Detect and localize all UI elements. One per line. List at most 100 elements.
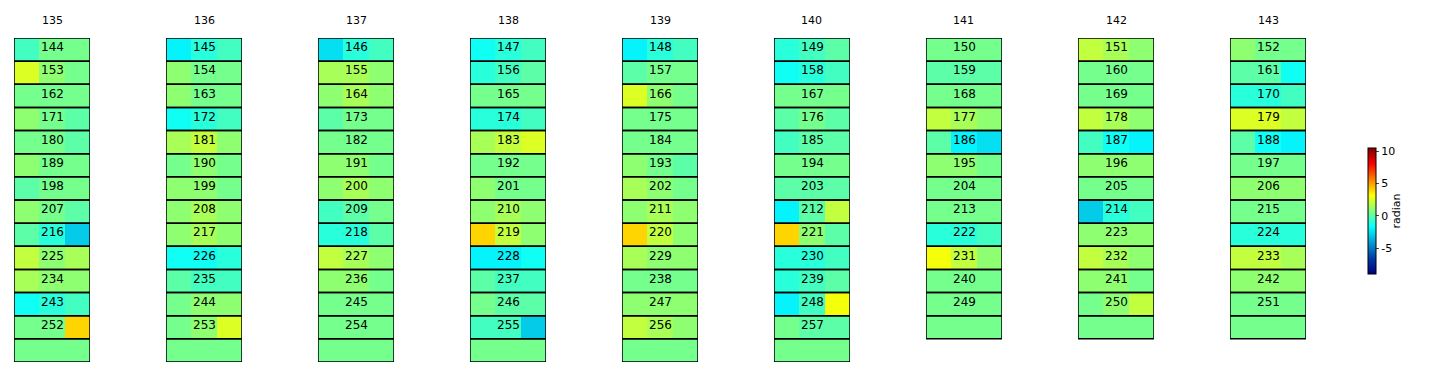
- svg-text:249: 249: [953, 295, 976, 309]
- svg-text:250: 250: [1105, 295, 1128, 309]
- svg-text:255: 255: [497, 318, 520, 332]
- svg-text:196: 196: [1105, 156, 1128, 170]
- svg-text:166: 166: [649, 87, 672, 101]
- svg-text:139: 139: [650, 14, 671, 27]
- svg-text:167: 167: [801, 87, 824, 101]
- svg-text:187: 187: [1105, 133, 1128, 147]
- svg-text:176: 176: [801, 110, 824, 124]
- svg-text:227: 227: [345, 249, 368, 263]
- svg-text:235: 235: [193, 272, 216, 286]
- svg-text:143: 143: [1258, 14, 1279, 27]
- svg-text:180: 180: [41, 133, 64, 147]
- svg-text:191: 191: [345, 156, 368, 170]
- svg-text:152: 152: [1257, 40, 1280, 54]
- svg-text:184: 184: [649, 133, 672, 147]
- svg-text:138: 138: [498, 14, 519, 27]
- svg-text:182: 182: [345, 133, 368, 147]
- svg-text:183: 183: [497, 133, 520, 147]
- svg-text:248: 248: [801, 295, 824, 309]
- svg-text:208: 208: [193, 202, 216, 216]
- svg-text:144: 144: [41, 40, 64, 54]
- svg-text:243: 243: [41, 295, 64, 309]
- svg-text:149: 149: [801, 40, 824, 54]
- svg-text:219: 219: [497, 225, 520, 239]
- svg-text:213: 213: [953, 202, 976, 216]
- svg-text:174: 174: [497, 110, 520, 124]
- svg-text:190: 190: [193, 156, 216, 170]
- svg-text:-5: -5: [1381, 242, 1392, 255]
- svg-text:245: 245: [345, 295, 368, 309]
- svg-text:238: 238: [649, 272, 672, 286]
- svg-text:232: 232: [1105, 249, 1128, 263]
- svg-text:171: 171: [41, 110, 64, 124]
- svg-text:151: 151: [1105, 40, 1128, 54]
- svg-text:158: 158: [801, 63, 824, 77]
- svg-text:168: 168: [953, 87, 976, 101]
- svg-text:220: 220: [649, 225, 672, 239]
- svg-text:173: 173: [345, 110, 368, 124]
- svg-text:141: 141: [953, 14, 974, 27]
- svg-text:256: 256: [649, 318, 672, 332]
- svg-text:189: 189: [41, 156, 64, 170]
- svg-text:135: 135: [42, 14, 63, 27]
- svg-text:253: 253: [193, 318, 216, 332]
- svg-text:136: 136: [194, 14, 215, 27]
- svg-text:230: 230: [801, 249, 824, 263]
- svg-text:205: 205: [1105, 179, 1128, 193]
- svg-text:198: 198: [41, 179, 64, 193]
- svg-text:241: 241: [1105, 272, 1128, 286]
- svg-text:148: 148: [649, 40, 672, 54]
- svg-text:251: 251: [1257, 295, 1280, 309]
- svg-text:203: 203: [801, 179, 824, 193]
- svg-text:210: 210: [497, 202, 520, 216]
- svg-text:145: 145: [193, 40, 216, 54]
- svg-text:204: 204: [953, 179, 976, 193]
- svg-text:199: 199: [193, 179, 216, 193]
- svg-text:246: 246: [497, 295, 520, 309]
- svg-text:229: 229: [649, 249, 672, 263]
- svg-text:10: 10: [1381, 145, 1395, 158]
- svg-text:234: 234: [41, 272, 64, 286]
- svg-text:170: 170: [1257, 87, 1280, 101]
- svg-text:160: 160: [1105, 63, 1128, 77]
- svg-text:223: 223: [1105, 225, 1128, 239]
- svg-text:162: 162: [41, 87, 64, 101]
- svg-text:244: 244: [193, 295, 216, 309]
- svg-text:172: 172: [193, 110, 216, 124]
- svg-text:212: 212: [801, 202, 824, 216]
- svg-text:185: 185: [801, 133, 824, 147]
- svg-text:179: 179: [1257, 110, 1280, 124]
- svg-text:197: 197: [1257, 156, 1280, 170]
- svg-text:201: 201: [497, 179, 520, 193]
- svg-text:239: 239: [801, 272, 824, 286]
- svg-text:140: 140: [801, 14, 822, 27]
- svg-text:150: 150: [953, 40, 976, 54]
- svg-text:146: 146: [345, 40, 368, 54]
- svg-text:147: 147: [497, 40, 520, 54]
- svg-text:214: 214: [1105, 202, 1128, 216]
- svg-text:240: 240: [953, 272, 976, 286]
- svg-text:175: 175: [649, 110, 672, 124]
- svg-text:193: 193: [649, 156, 672, 170]
- svg-text:221: 221: [801, 225, 824, 239]
- svg-text:242: 242: [1257, 272, 1280, 286]
- svg-text:222: 222: [953, 225, 976, 239]
- svg-text:178: 178: [1105, 110, 1128, 124]
- svg-text:211: 211: [649, 202, 672, 216]
- svg-text:254: 254: [345, 318, 368, 332]
- svg-text:247: 247: [649, 295, 672, 309]
- svg-text:161: 161: [1257, 63, 1280, 77]
- svg-text:153: 153: [41, 63, 64, 77]
- svg-text:155: 155: [345, 63, 368, 77]
- svg-text:156: 156: [497, 63, 520, 77]
- svg-text:159: 159: [953, 63, 976, 77]
- svg-text:165: 165: [497, 87, 520, 101]
- svg-text:154: 154: [193, 63, 216, 77]
- svg-text:192: 192: [497, 156, 520, 170]
- svg-text:181: 181: [193, 133, 216, 147]
- svg-text:188: 188: [1257, 133, 1280, 147]
- svg-text:0: 0: [1381, 210, 1388, 223]
- svg-text:169: 169: [1105, 87, 1128, 101]
- svg-text:218: 218: [345, 225, 368, 239]
- svg-text:231: 231: [953, 249, 976, 263]
